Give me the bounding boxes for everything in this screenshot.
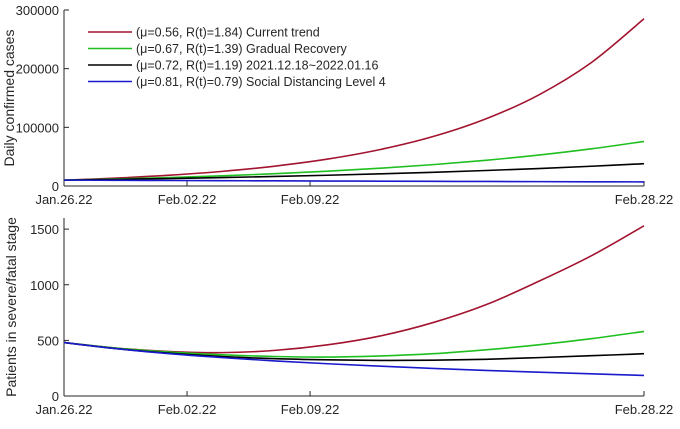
x-tick-label: Feb.09.22 [281,192,340,207]
chart-panel-2: 0 500 1000 1500 Jan.26.22 Feb.02.22 Feb.09.22 F… [3,217,673,417]
y-tick-label: 1500 [30,222,59,237]
series-line-4 [63,341,645,377]
series-line-4 [63,179,645,183]
y-tick-label: 100000 [16,120,59,135]
legend-entry: (μ=0.81, R(t)=0.79) Social Distancing Le… [136,75,386,89]
series-line-1 [63,225,645,354]
x-tick-label: Feb.28.22 [615,402,674,417]
x-tick-label: Jan.26.22 [35,192,92,207]
x-tick-label: Feb.28.22 [615,192,674,207]
x-tick-label: Feb.02.22 [158,192,217,207]
series-line-1 [63,18,645,181]
legend-entry: (μ=0.67, R(t)=1.39) Gradual Recovery [136,42,348,56]
series-line-2 [63,330,645,358]
y-tick-label: 200000 [16,62,59,77]
legend-entry: (μ=0.56, R(t)=1.84) Current trend [136,26,320,40]
y-tick-label: 500 [37,333,59,348]
x-tick-label: Feb.02.22 [158,402,217,417]
series-line-2 [63,140,645,181]
x-tick-label: Jan.26.22 [35,402,92,417]
x-tick-label: Feb.09.22 [281,402,340,417]
y-tick-label: 1000 [30,278,59,293]
y-tick-label: 300000 [16,3,59,18]
chart-panel-1: 0 100000 200000 300000 Jan.26.22 Feb.02.22 Feb… [1,3,673,207]
legend-entry: (μ=0.72, R(t)=1.19) 2021.12.18~2022.01.1… [136,59,378,73]
y-tick-label: 0 [52,389,59,404]
y-axis-label: Daily confirmed cases [1,30,17,167]
y-axis-label: Patients in severe/fatal stage [3,217,19,397]
y-tick-label: 0 [52,179,59,194]
legend: (μ=0.56, R(t)=1.84) Current trend (μ=0.67… [88,26,386,89]
series-line-3 [63,162,645,181]
